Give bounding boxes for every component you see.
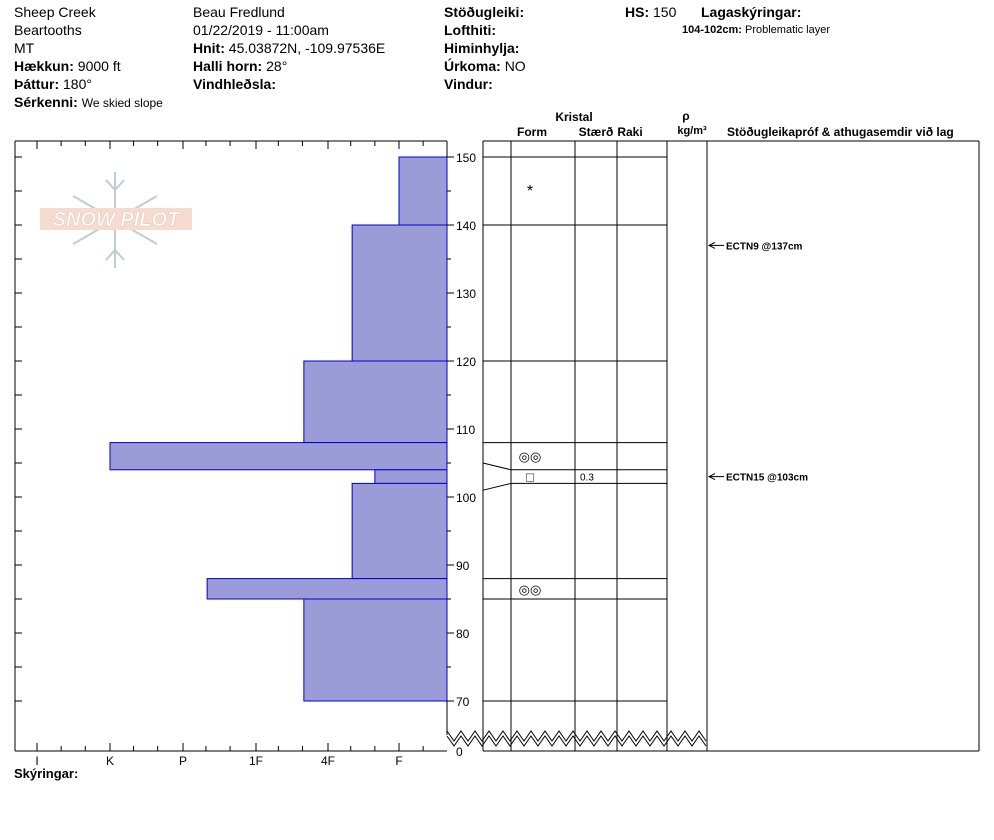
col-rho: ρ <box>682 109 689 123</box>
crystal-table <box>482 140 980 752</box>
depth-label: 150 <box>456 151 476 165</box>
depth-label: 130 <box>456 287 476 301</box>
aspect-label: Þáttur: <box>14 76 60 92</box>
hardness-label-1F: 1F <box>249 754 263 768</box>
hardness-label-I: I <box>35 754 38 768</box>
grain-form-2: □ <box>526 470 534 485</box>
depth-label: 90 <box>456 559 470 573</box>
observer-name: Beau Fredlund <box>193 4 285 20</box>
layer-note-text: Problematic layer <box>745 24 830 36</box>
left-minor-ticks <box>15 156 22 702</box>
grain-form-0: * <box>527 183 533 200</box>
hardness-bar-1 <box>351 224 448 362</box>
stability-tests: ECTN9 @137cm ECTN15 @103cm <box>707 241 808 484</box>
col-size: Stærð <box>579 125 614 139</box>
grain-form-3: ◎◎ <box>519 582 542 597</box>
col-crystal: Kristal <box>555 110 592 124</box>
grain-forms: * ◎◎ □ 0.3 ◎◎ <box>519 183 595 597</box>
wind: Vindur: <box>444 75 493 93</box>
elevation-value: 9000 ft <box>77 58 121 74</box>
test-arrow-head-1 <box>707 473 716 481</box>
hardness-label-4F: 4F <box>321 754 335 768</box>
hs-value: 150 <box>653 4 677 20</box>
precip-value: NO <box>504 58 526 74</box>
layer-connector <box>482 482 512 491</box>
precip-label: Úrkoma: <box>444 58 501 74</box>
aspect: Þáttur: 180° <box>14 75 92 93</box>
slope-value: 28° <box>266 58 288 74</box>
hardness-bar-3 <box>109 442 448 471</box>
col-density: kg/m³ <box>677 125 707 137</box>
layer-connector <box>482 462 512 471</box>
coords-value: 45.03872N, -109.97536E <box>228 40 386 56</box>
hardness-bar-0 <box>398 156 448 226</box>
hardness-bar-7 <box>303 598 448 702</box>
elevation-label: Hækkun: <box>14 58 74 74</box>
grain-form-1: ◎◎ <box>519 449 542 464</box>
air-temp: Lofthiti: <box>444 21 496 39</box>
depth-label: 140 <box>456 219 476 233</box>
logo-text: SNOW PILOT <box>53 209 181 231</box>
hardness-label-F: F <box>395 754 402 768</box>
stability-label: Stöðugleiki: <box>444 4 525 20</box>
snow-height: HS: 150 <box>625 3 676 21</box>
axis-break <box>446 730 707 747</box>
notes-label: Skýringar: <box>14 766 78 781</box>
hardness-bar-4 <box>374 469 448 484</box>
col-moisture: Raki <box>617 125 642 139</box>
coords-label: Hnit: <box>193 40 225 56</box>
coordinates: Hnit: 45.03872N, -109.97536E <box>193 39 385 57</box>
hardness-bar-6 <box>206 578 448 600</box>
depth-label: 70 <box>456 695 470 709</box>
hs-label: HS: <box>625 4 650 20</box>
layer-note: 104-102cm: Problematic layer <box>682 23 830 37</box>
depth-ticks: 70 80 90 100 110 120 130 140 150 0 <box>447 151 476 759</box>
test-arrow-head-0 <box>707 241 716 249</box>
sky-label: Himinhylja: <box>444 40 520 56</box>
col-form: Form <box>517 125 547 139</box>
features: Sérkenni: We skied slope <box>14 93 163 112</box>
observation-datetime: 01/22/2019 - 11:00am <box>193 22 329 38</box>
snowpilot-logo: SNOW PILOT <box>40 172 192 268</box>
grain-size-2: 0.3 <box>580 473 594 484</box>
sky-cover: Himinhylja: <box>444 39 519 57</box>
layer-lines <box>482 156 667 702</box>
layer-notes-title: Lagaskýringar: <box>701 3 801 21</box>
depth-label: 120 <box>456 355 476 369</box>
state-name: MT <box>14 40 35 56</box>
wind-loading-label: Vindhleðsla: <box>193 76 276 92</box>
layer-note-range: 104-102cm: <box>682 24 742 36</box>
depth-label: 80 <box>456 627 470 641</box>
stability: Stöðugleiki: <box>444 3 524 21</box>
layer-notes-label: Lagaskýringar: <box>701 4 802 20</box>
test-label-0: ECTN9 @137cm <box>726 241 803 252</box>
features-value: We skied slope <box>81 96 163 110</box>
aspect-value: 180° <box>63 76 92 92</box>
slope-label: Halli horn: <box>193 58 263 74</box>
depth-label: 110 <box>456 423 475 437</box>
location-name: Sheep Creek <box>14 4 96 20</box>
wind-label: Vindur: <box>444 76 493 92</box>
slope-angle: Halli horn: 28° <box>193 57 287 75</box>
wind-loading: Vindhleðsla: <box>193 75 276 93</box>
hardness-bar-5 <box>351 482 448 580</box>
hardness-bars <box>109 156 448 702</box>
test-label-1: ECTN15 @103cm <box>726 473 808 484</box>
col-tests: Stöðugleikapróf & athugasemdir við lag <box>727 125 954 139</box>
hardness-label-P: P <box>179 754 187 768</box>
precipitation: Úrkoma: NO <box>444 57 526 75</box>
elevation: Hækkun: 9000 ft <box>14 57 121 75</box>
hardness-bar-2 <box>303 360 448 444</box>
depth-label: 100 <box>456 491 476 505</box>
air-temp-label: Lofthiti: <box>444 22 497 38</box>
hardness-label-K: K <box>106 754 114 768</box>
features-label: Sérkenni: <box>14 94 78 110</box>
range-name: Beartooths <box>14 22 82 38</box>
hardness-ticks: I K P 1F 4F F <box>35 141 424 768</box>
depth-label-zero: 0 <box>456 745 463 759</box>
